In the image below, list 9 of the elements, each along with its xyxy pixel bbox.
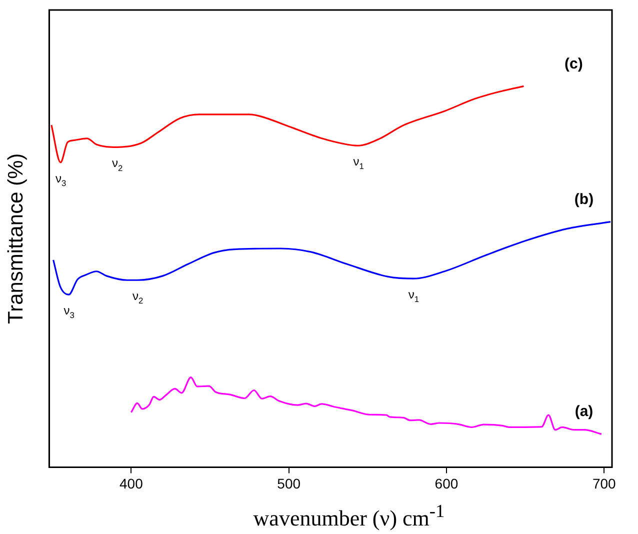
x-tick-label: 400: [119, 475, 144, 492]
series-label: (b): [574, 190, 594, 208]
series-label: (a): [574, 403, 594, 420]
x-tick-label: 600: [434, 475, 458, 492]
text: (c): [564, 55, 583, 72]
x-axis-title: wavenumber (ν) cm$^{-1}$: [252, 500, 446, 532]
y-axis-title: Transmittance (%): [4, 153, 28, 324]
x-tick-label: 700: [592, 475, 616, 492]
x-tick-label: 500: [277, 475, 301, 492]
